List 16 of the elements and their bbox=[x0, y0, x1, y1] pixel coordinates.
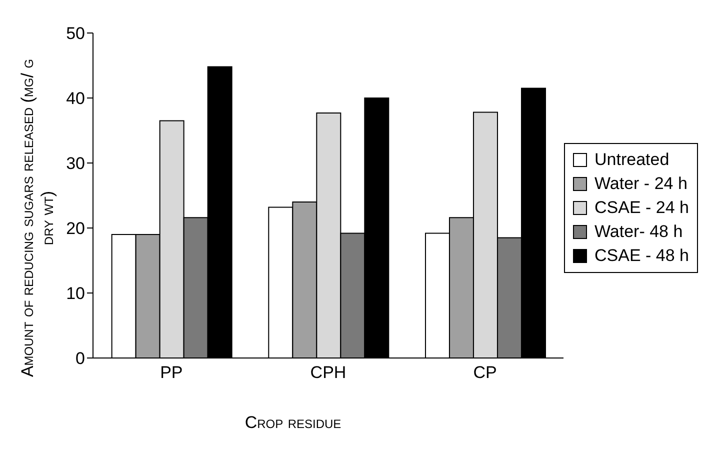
x-tick-label: CPH bbox=[310, 363, 346, 382]
y-tick-label: 20 bbox=[66, 219, 85, 238]
legend-label: CSAE - 24 h bbox=[594, 197, 689, 219]
y-axis-title: Amount of reducing sugars released (mg/ g dry wt) bbox=[18, 58, 58, 380]
x-axis-title: Crop residue bbox=[244, 413, 342, 433]
y-tick-label: 50 bbox=[66, 24, 85, 44]
y-tick-label: 40 bbox=[66, 89, 85, 108]
y-tick-label: 30 bbox=[66, 154, 85, 174]
legend-label: Untreated bbox=[594, 149, 670, 171]
x-tick-label: PP bbox=[160, 363, 183, 382]
x-tick-label: CP bbox=[473, 363, 497, 382]
legend-label: CSAE - 48 h bbox=[594, 245, 689, 267]
y-tick-label: 10 bbox=[66, 284, 85, 304]
legend-label: Water - 24 h bbox=[594, 173, 688, 195]
y-tick-label: 0 bbox=[76, 349, 85, 368]
legend-label: Water- 48 h bbox=[594, 221, 683, 243]
